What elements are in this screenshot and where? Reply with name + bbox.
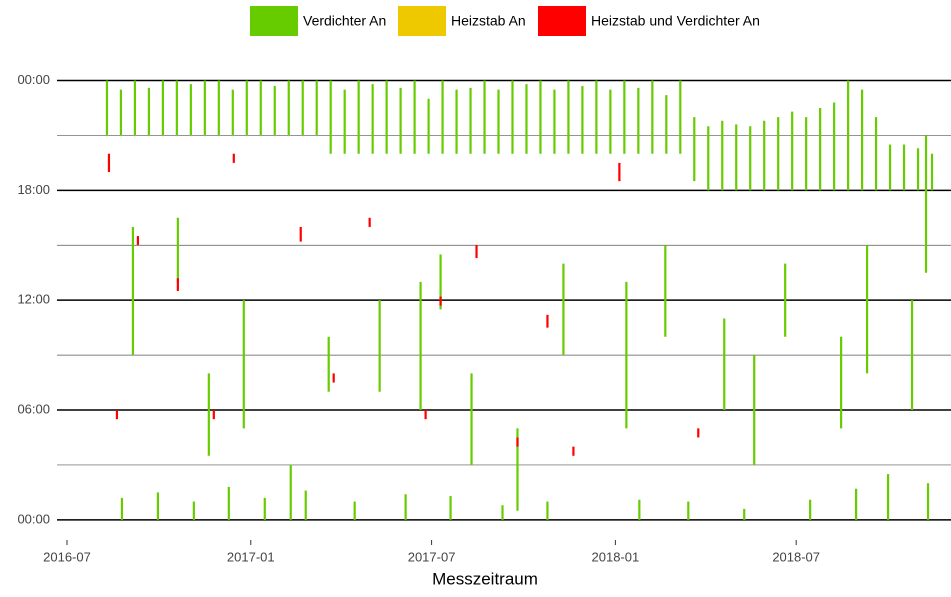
x-tick-label: 2018-01	[592, 549, 640, 564]
legend-label: Heizstab An	[451, 13, 526, 29]
y-tick-label: 12:00	[17, 292, 50, 307]
y-tick-label: 18:00	[17, 182, 50, 197]
x-tick-label: 2017-07	[408, 549, 456, 564]
y-tick-label: 00:00	[17, 511, 50, 526]
y-tick-label: 00:00	[17, 72, 50, 87]
x-tick-label: 2018-07	[772, 549, 820, 564]
x-tick-label: 2016-07	[43, 549, 91, 564]
legend-swatch	[398, 6, 446, 36]
legend-label: Verdichter An	[303, 13, 386, 29]
legend-label: Heizstab und Verdichter An	[591, 13, 760, 29]
y-tick-label: 06:00	[17, 401, 50, 416]
x-axis-title: Messzeitraum	[432, 569, 538, 588]
x-tick-label: 2017-01	[227, 549, 275, 564]
legend-swatch	[250, 6, 298, 36]
legend-swatch	[538, 6, 586, 36]
